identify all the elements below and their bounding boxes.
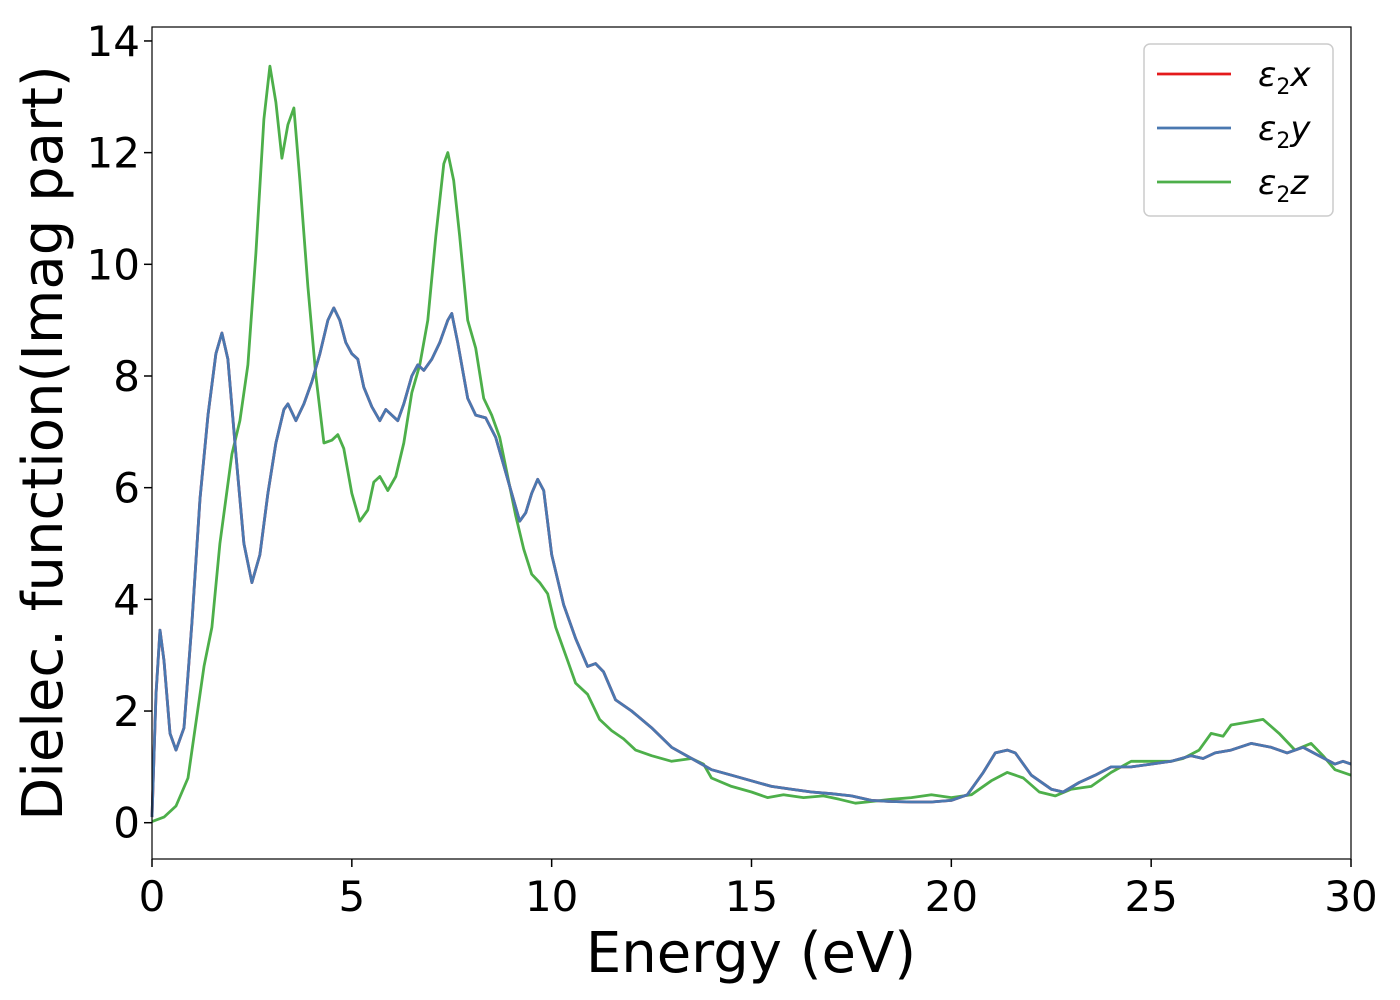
y-tick-label: 14	[87, 17, 140, 66]
y-tick-label: 6	[113, 464, 140, 513]
legend-label-e2y: ε2y	[1258, 109, 1311, 154]
y-tick-label: 8	[113, 352, 140, 401]
legend-label-e2x: ε2x	[1258, 55, 1311, 100]
series-lines	[150, 64, 1352, 823]
y-tick-label: 2	[113, 687, 140, 736]
y-tick-label: 12	[87, 129, 140, 178]
x-tick-label: 10	[525, 872, 578, 921]
x-tick-label: 30	[1324, 872, 1377, 921]
x-tick-label: 25	[1124, 872, 1177, 921]
y-tick-label: 10	[87, 240, 140, 289]
legend-box	[1143, 43, 1334, 217]
legend-label-e2z: ε2z	[1258, 163, 1309, 208]
x-tick-label: 20	[925, 872, 978, 921]
y-tick-label: 4	[113, 575, 140, 624]
y-tick-label: 0	[113, 799, 140, 848]
y-axis-ticks: 0 2 4 6 8 10 12 14	[87, 17, 152, 848]
series-line-e2x	[150, 306, 1352, 818]
x-tick-label: 15	[725, 872, 778, 921]
x-tick-label: 5	[338, 872, 365, 921]
x-axis-label: Energy (eV)	[586, 921, 916, 986]
series-line-e2z	[151, 64, 1352, 823]
legend: ε2x ε2y ε2z	[1143, 43, 1334, 217]
x-axis-ticks: 0 5 10 15 20 25 30	[139, 859, 1378, 921]
x-tick-label: 0	[139, 872, 166, 921]
series-line-e2y	[150, 306, 1352, 818]
y-axis-label: Dielec. function(Imag part)	[11, 65, 76, 821]
